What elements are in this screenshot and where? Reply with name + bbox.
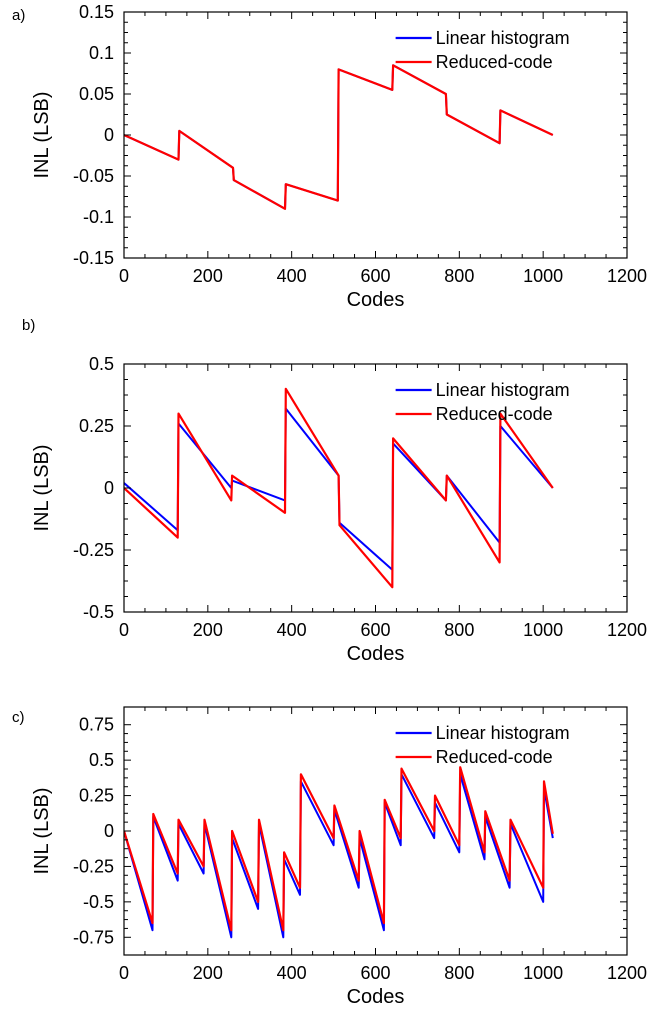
series-line-linear-histogram	[124, 773, 554, 939]
legend: Linear histogram Reduced-code	[395, 380, 570, 424]
chart-panel-2: b) 0 200 400 600 800 1000 1200 -0.5 -0.25 0 0.25 0.5…	[22, 317, 647, 665]
legend: Linear histogram Reduced-code	[395, 723, 570, 767]
series-line-reduced-code	[124, 387, 554, 589]
x-tick-label: 0	[119, 266, 129, 286]
x-tick-label: 1200	[607, 963, 647, 983]
x-tick-label: 800	[444, 266, 474, 286]
x-tick-label: 600	[360, 963, 390, 983]
series-group	[124, 766, 554, 939]
x-tick-label: 1000	[523, 963, 563, 983]
x-tick-label: 400	[277, 266, 307, 286]
y-tick-label: 0	[104, 821, 114, 841]
x-tick-label: 200	[193, 620, 223, 640]
series-group	[124, 64, 554, 210]
y-tick-label: -0.15	[73, 248, 114, 268]
series-line-reduced-code	[124, 766, 554, 932]
x-tick-label: 1200	[607, 620, 647, 640]
legend: Linear histogram Reduced-code	[395, 28, 570, 72]
y-tick-label: -0.75	[73, 927, 114, 947]
x-axis-label: Codes	[347, 289, 405, 311]
y-tick-label: -0.5	[83, 602, 114, 622]
y-tick-label: 0.25	[79, 786, 114, 806]
y-tick-label: 0	[104, 478, 114, 498]
x-axis-label: Codes	[347, 643, 405, 665]
y-tick-label: 0.1	[89, 43, 114, 63]
series-group	[124, 387, 554, 589]
series-line-reduced-code	[124, 64, 554, 210]
x-tick-label: 200	[193, 266, 223, 286]
x-tick-label: 1000	[523, 620, 563, 640]
y-axis-label: INL (LSB)	[31, 91, 53, 178]
legend-label: Reduced-code	[436, 52, 553, 72]
panel-letter: c)	[12, 709, 25, 726]
x-tick-label: 400	[277, 963, 307, 983]
y-tick-label: 0.05	[79, 84, 114, 104]
x-tick-label: 400	[277, 620, 307, 640]
x-tick-label: 1000	[523, 266, 563, 286]
y-axis-label: INL (LSB)	[31, 444, 53, 531]
x-axis-label: Codes	[347, 986, 405, 1008]
y-tick-label: -0.5	[83, 892, 114, 912]
y-tick-label: -0.1	[83, 207, 114, 227]
chart-panel-1: a) 0 200 400 600 800 1000 1200 -0.15 -0.1 -0.05 0 0.…	[12, 2, 647, 311]
y-tick-label: -0.25	[73, 856, 114, 876]
legend-label: Linear histogram	[436, 380, 570, 400]
y-tick-label: 0	[104, 125, 114, 145]
x-tick-label: 600	[360, 620, 390, 640]
x-tick-label: 0	[119, 963, 129, 983]
y-axis-label: INL (LSB)	[31, 787, 53, 874]
y-tick-label: 0.5	[89, 354, 114, 374]
x-tick-label: 1200	[607, 266, 647, 286]
y-tick-label: 0.5	[89, 750, 114, 770]
chart-panel-3: c) 0 200 400 600 800 1000 1200 -0.75 -0.5 -0.25 0 0.…	[12, 706, 647, 1008]
legend-label: Reduced-code	[436, 747, 553, 767]
legend-label: Reduced-code	[436, 404, 553, 424]
y-tick-label: -0.25	[73, 540, 114, 560]
x-tick-label: 0	[119, 620, 129, 640]
legend-label: Linear histogram	[436, 723, 570, 743]
y-tick-label: 0.75	[79, 715, 114, 735]
x-tick-label: 800	[444, 620, 474, 640]
y-tick-label: 0.15	[79, 2, 114, 22]
legend-label: Linear histogram	[436, 28, 570, 48]
x-tick-label: 800	[444, 963, 474, 983]
x-tick-label: 600	[360, 266, 390, 286]
panel-letter: a)	[12, 7, 25, 24]
x-tick-label: 200	[193, 963, 223, 983]
y-tick-label: 0.25	[79, 416, 114, 436]
y-tick-label: -0.05	[73, 166, 114, 186]
panel-letter: b)	[22, 317, 35, 334]
